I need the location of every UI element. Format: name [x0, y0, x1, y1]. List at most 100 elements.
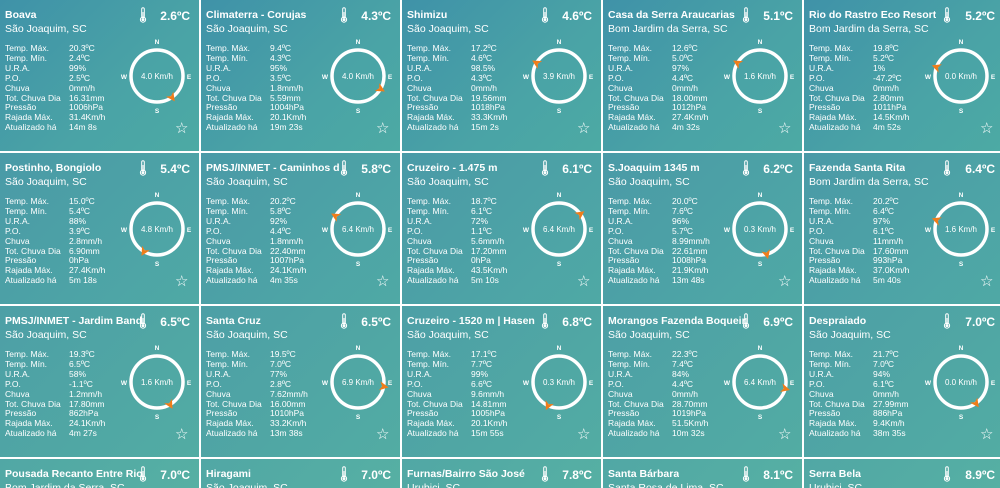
stat-row-po: P.O. 4.3ºC	[407, 73, 523, 84]
stat-value: 5.8ºC	[270, 206, 292, 216]
stat-label: Tot. Chuva Dia	[5, 92, 61, 103]
stat-label: Rajada Máx.	[206, 265, 254, 276]
station-name[interactable]: Serra Bela	[809, 468, 861, 480]
station-name[interactable]: Shimizu	[407, 9, 448, 21]
favorite-star-icon[interactable]: ☆	[577, 273, 591, 290]
station-name[interactable]: Postinho, Bongiolo	[5, 162, 102, 174]
station-card-17[interactable]: Hiragami 7.0ºC São Joaquim, SC	[201, 459, 400, 488]
station-card-7[interactable]: PMSJ/INMET - Caminhos d 5.8ºC São Joaqui…	[201, 153, 400, 304]
stat-row-rajada: Rajada Máx. 37.0Km/h	[809, 265, 925, 276]
station-card-14[interactable]: Morangos Fazenda Boqueir 6.9ºC São Joaqu…	[603, 306, 802, 457]
station-name[interactable]: Rio do Rastro Eco Resort	[809, 9, 937, 21]
compass-s-label: S	[758, 261, 763, 268]
favorite-star-icon[interactable]: ☆	[376, 426, 390, 443]
stat-row-atualizado: Atualizado há 5m 18s	[5, 275, 121, 286]
station-name[interactable]: Santa Bárbara	[608, 468, 680, 480]
stat-value: 24.1Km/h	[69, 419, 106, 429]
station-card-5[interactable]: Rio do Rastro Eco Resort 5.2ºC Bom Jardi…	[804, 0, 1000, 151]
station-card-15[interactable]: Despraiado 7.0ºC São Joaquim, SC Temp. M…	[804, 306, 1000, 457]
station-name[interactable]: Santa Cruz	[206, 315, 261, 327]
stat-value: 17.1ºC	[471, 350, 497, 359]
stat-row-temp-min: Temp. Mín. 6.1ºC	[407, 206, 523, 217]
compass-e-label: E	[589, 227, 594, 234]
station-name[interactable]: Pousada Recanto Entre Rio	[5, 468, 143, 480]
favorite-star-icon[interactable]: ☆	[376, 120, 390, 137]
favorite-star-icon[interactable]: ☆	[376, 273, 390, 290]
station-card-1[interactable]: Boava 2.6ºC São Joaquim, SC Temp. Máx. 20…	[0, 0, 199, 151]
stat-value: 5.2ºC	[873, 53, 895, 63]
station-card-20[interactable]: Serra Bela 8.9ºC Urubici, SC	[804, 459, 1000, 488]
station-name[interactable]: Cruzeiro - 1.475 m	[407, 162, 498, 174]
station-name[interactable]: Hiragami	[206, 468, 251, 480]
wind-speed: 0.3 Km/h	[744, 225, 776, 234]
station-name[interactable]: Casa da Serra Araucarias	[608, 9, 735, 21]
stat-row-po: P.O. 5.7ºC	[608, 226, 724, 237]
compass-e-label: E	[991, 380, 996, 387]
wind-speed: 6.4 Km/h	[744, 378, 776, 387]
station-card-10[interactable]: Fazenda Santa Rita 6.4ºC Bom Jardim da S…	[804, 153, 1000, 304]
stat-label: Atualizado há	[608, 122, 660, 133]
station-card-19[interactable]: Santa Bárbara 8.1ºC Santa Rosa de Lima, …	[603, 459, 802, 488]
station-stats: Temp. Máx. 19.5ºC Temp. Mín. 7.0ºC U.R.A. 77%…	[206, 349, 322, 439]
thermometer-icon	[943, 7, 951, 23]
favorite-star-icon[interactable]: ☆	[980, 273, 994, 290]
thermometer-icon	[139, 313, 147, 329]
stat-value: 33.2Km/h	[270, 419, 307, 429]
stat-row-pressao: Pressão 1012hPa	[608, 103, 724, 113]
favorite-star-icon[interactable]: ☆	[980, 426, 994, 443]
station-name[interactable]: S.Joaquim 1345 m	[608, 162, 700, 174]
stat-label: Temp. Mín.	[5, 52, 48, 63]
favorite-star-icon[interactable]: ☆	[778, 426, 792, 443]
station-name[interactable]: Cruzeiro - 1520 m | Hasen	[407, 315, 535, 327]
favorite-star-icon[interactable]: ☆	[175, 426, 189, 443]
stat-row-po: P.O. 6.6ºC	[407, 379, 523, 390]
stat-value: 7.62mm/h	[270, 389, 308, 399]
stat-value: 37.0Km/h	[873, 266, 910, 276]
favorite-star-icon[interactable]: ☆	[175, 273, 189, 290]
station-card-11[interactable]: PMSJ/INMET - Jardim Band 6.5ºC São Joaqu…	[0, 306, 199, 457]
favorite-star-icon[interactable]: ☆	[980, 120, 994, 137]
favorite-star-icon[interactable]: ☆	[175, 120, 189, 137]
stat-label: Rajada Máx.	[809, 112, 857, 123]
station-card-2[interactable]: Climaterra - Corujas 4.3ºC São Joaquim, …	[201, 0, 400, 151]
favorite-star-icon[interactable]: ☆	[778, 120, 792, 137]
stat-row-ura: U.R.A. 88%	[5, 216, 121, 227]
favorite-star-icon[interactable]: ☆	[577, 120, 591, 137]
stat-label: Rajada Máx.	[206, 112, 254, 123]
station-card-3[interactable]: Shimizu 4.6ºC São Joaquim, SC Temp. Máx.…	[402, 0, 601, 151]
station-card-16[interactable]: Pousada Recanto Entre Rio 7.0ºC Bom Jard…	[0, 459, 199, 488]
station-name[interactable]: Furnas/Bairro São José	[407, 468, 525, 480]
stat-value: 88%	[69, 216, 87, 226]
station-card-12[interactable]: Santa Cruz 6.5ºC São Joaquim, SC Temp. M…	[201, 306, 400, 457]
stat-value: 1.1ºC	[471, 226, 493, 236]
station-card-6[interactable]: Postinho, Bongiolo 5.4ºC São Joaquim, SC…	[0, 153, 199, 304]
station-card-13[interactable]: Cruzeiro - 1520 m | Hasen 6.8ºC São Joaq…	[402, 306, 601, 457]
station-name[interactable]: PMSJ/INMET - Caminhos d	[206, 162, 340, 174]
favorite-star-icon[interactable]: ☆	[577, 426, 591, 443]
stat-label: P.O.	[5, 72, 21, 83]
station-name[interactable]: PMSJ/INMET - Jardim Band	[5, 315, 143, 327]
stat-row-temp-max: Temp. Máx. 17.2ºC	[407, 43, 523, 54]
station-name[interactable]: Climaterra - Corujas	[206, 9, 307, 21]
stat-row-chuva: Chuva 0mm/h	[809, 83, 925, 94]
stat-label: Tot. Chuva Dia	[608, 398, 664, 409]
stat-label: Atualizado há	[407, 122, 459, 133]
stat-value: 993hPa	[873, 256, 903, 266]
stat-row-ura: U.R.A. 94%	[809, 369, 925, 380]
stat-label: P.O.	[5, 378, 21, 389]
stat-label: Chuva	[5, 235, 30, 246]
compass-ring	[933, 48, 989, 104]
station-name[interactable]: Morangos Fazenda Boqueir	[608, 315, 746, 327]
station-card-8[interactable]: Cruzeiro - 1.475 m 6.1ºC São Joaquim, SC…	[402, 153, 601, 304]
stat-value: 20.2ºC	[873, 197, 899, 206]
station-card-4[interactable]: Casa da Serra Araucarias 5.1ºC Bom Jardi…	[603, 0, 802, 151]
stat-label: Chuva	[5, 388, 30, 399]
favorite-star-icon[interactable]: ☆	[778, 273, 792, 290]
station-name[interactable]: Fazenda Santa Rita	[809, 162, 906, 174]
station-card-9[interactable]: S.Joaquim 1345 m 6.2ºC São Joaquim, SC T…	[603, 153, 802, 304]
station-card-18[interactable]: Furnas/Bairro São José 7.8ºC Urubici, SC	[402, 459, 601, 488]
stat-value: 2.4ºC	[69, 53, 91, 63]
station-name[interactable]: Despraiado	[809, 315, 867, 327]
stat-label: Chuva	[809, 235, 834, 246]
station-name[interactable]: Boava	[5, 9, 37, 21]
